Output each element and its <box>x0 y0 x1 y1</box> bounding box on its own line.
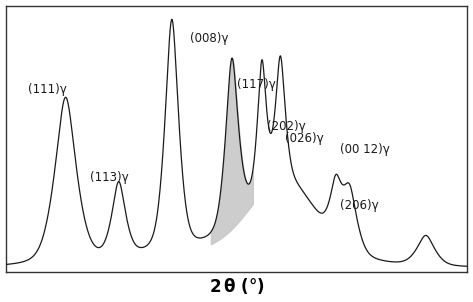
Text: (00 12)γ: (00 12)γ <box>341 143 390 156</box>
Text: (026)γ: (026)γ <box>285 132 324 145</box>
Text: (113)γ: (113)γ <box>90 171 129 184</box>
Text: (202)γ: (202)γ <box>266 120 305 133</box>
Text: (008)γ: (008)γ <box>190 32 229 45</box>
Text: (117)γ: (117)γ <box>236 79 275 92</box>
X-axis label: $\mathbf{2\,\theta}$ (°): $\mathbf{2\,\theta}$ (°) <box>209 276 264 297</box>
Text: (111)γ: (111)γ <box>28 83 67 96</box>
Text: (206)γ: (206)γ <box>341 199 379 212</box>
